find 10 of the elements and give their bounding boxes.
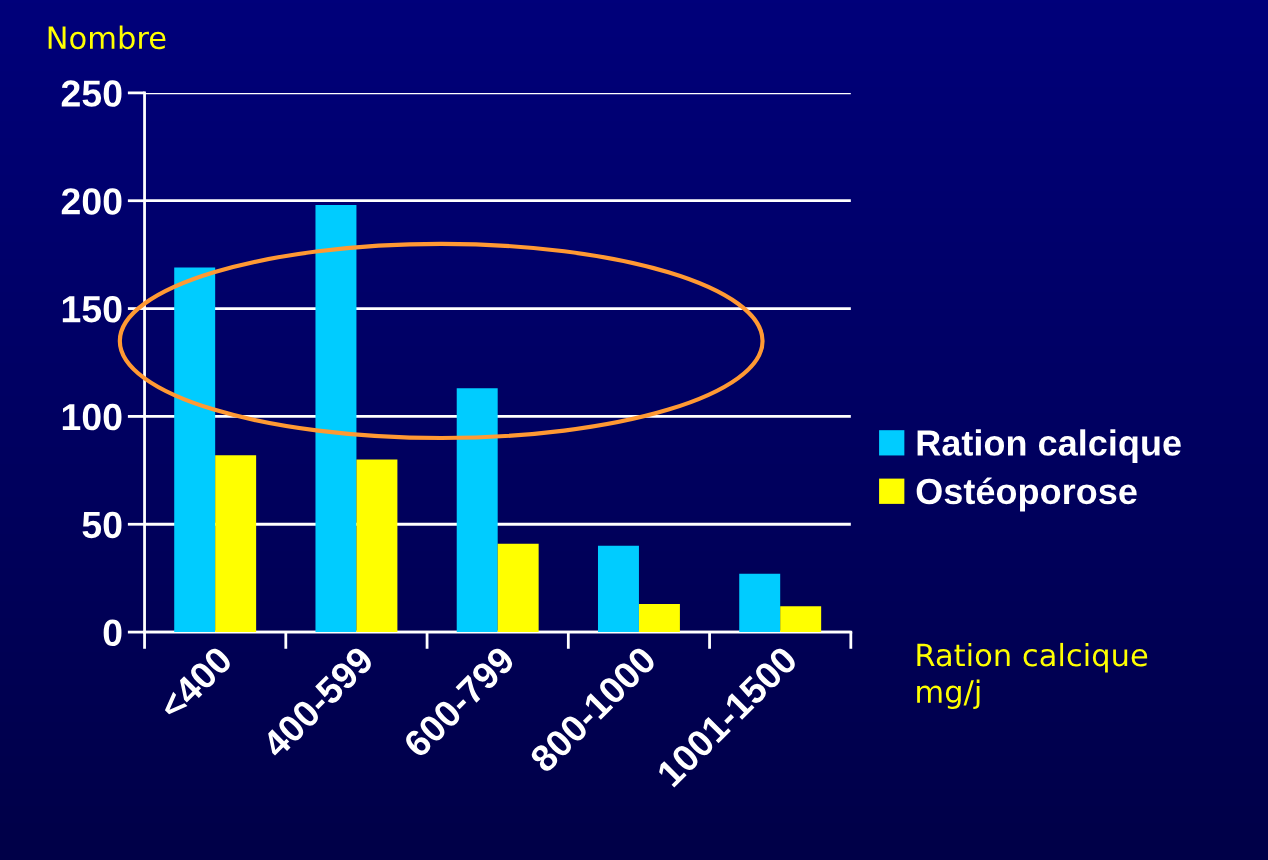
legend-label: Ration calcique [917,429,1181,463]
y-tick-label: 100 [62,403,122,431]
legend-label: Ostéoporose [916,477,1137,512]
x-axis-title: Ration calcique mg/j [917,642,1148,709]
y-axis-title: Nombre [48,25,166,50]
y-tick-label: 0 [103,619,122,647]
y-tick-label: 50 [82,511,122,539]
y-tick-label: 250 [61,80,122,107]
y-tick-label: 200 [61,188,122,215]
y-tick-label: 150 [62,295,122,323]
